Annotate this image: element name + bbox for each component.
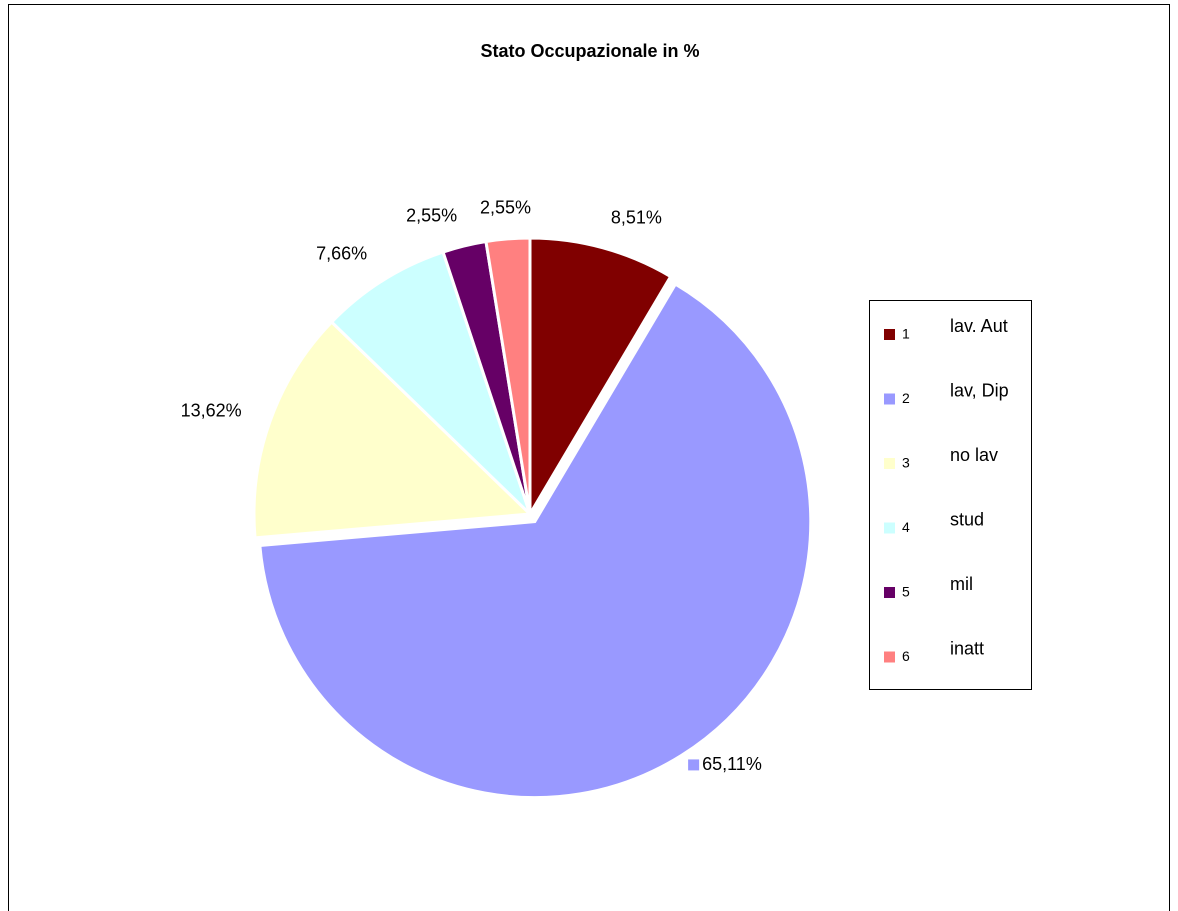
legend-swatch: [884, 587, 895, 598]
legend-label: mil: [950, 574, 973, 594]
data-label: 65,11%: [702, 754, 762, 774]
data-label: 13,62%: [181, 400, 242, 420]
legend-label: lav. Aut: [950, 316, 1008, 336]
legend-swatch: [884, 651, 895, 663]
legend-number: 4: [902, 519, 910, 535]
legend-swatch: [884, 329, 895, 340]
label-key: [688, 759, 700, 771]
pie-slice: [258, 282, 813, 800]
data-label: 8,51%: [611, 208, 662, 228]
pie-slice: [484, 236, 532, 515]
legend-swatch: [884, 522, 895, 534]
legend-label: no lav: [950, 445, 998, 465]
chart-title: Stato Occupazionale in %: [480, 41, 699, 61]
legend-number: 5: [902, 584, 910, 600]
legend-label: stud: [950, 509, 984, 529]
data-label: 2,55%: [480, 198, 531, 218]
data-label: 7,66%: [316, 244, 367, 264]
legend-box: [869, 300, 1032, 690]
legend-label: inatt: [950, 638, 984, 658]
legend-label: lav, Dip: [950, 380, 1009, 400]
legend-number: 1: [902, 326, 910, 342]
legend-number: 2: [902, 390, 910, 406]
legend-swatch: [884, 393, 895, 405]
legend-number: 6: [902, 648, 910, 664]
pie-slice: [329, 250, 532, 516]
pie-slice: [528, 236, 673, 520]
pie-slice: [252, 319, 534, 540]
data-label: 2,55%: [406, 206, 457, 226]
legend-number: 3: [902, 455, 910, 471]
legend-swatch: [884, 458, 895, 469]
